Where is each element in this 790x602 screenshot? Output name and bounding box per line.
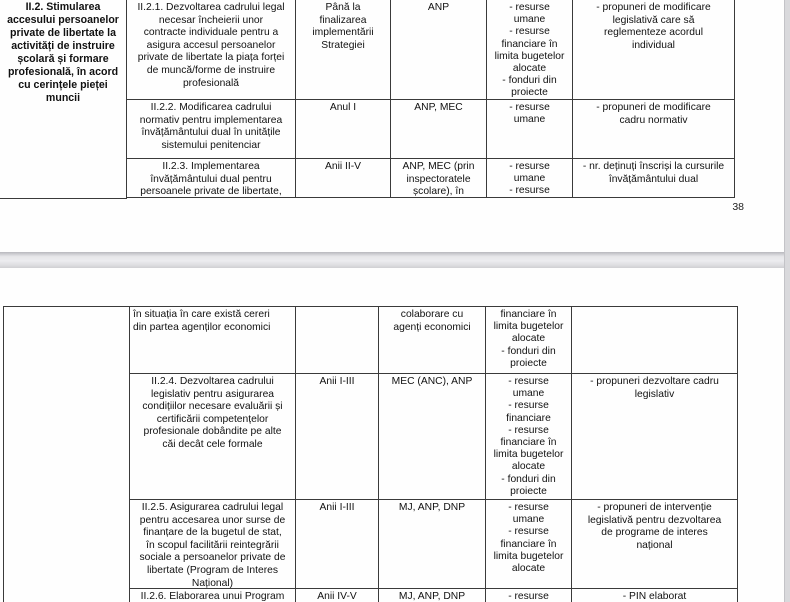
indicators-cell: - PIN elaborat <box>572 589 738 602</box>
term-cell: Anii I-III <box>296 500 379 589</box>
indicators-cell: - propuneri dezvoltare cadru legislativ <box>572 374 738 500</box>
indicators-cell: - propuneri de modificare legislativă ca… <box>573 0 735 100</box>
term-cell: Anii II-V <box>296 159 391 198</box>
responsible-cell: ANP, MEC (prin inspectoratele școlare), … <box>391 159 487 198</box>
resources-cell: - resurse umane - resurse <box>487 159 573 198</box>
measure-cell: II.2.3. Implementarea învățământului dua… <box>127 159 296 198</box>
resources-cell: - resurse umane <box>487 100 573 159</box>
indicators-cell <box>572 307 738 374</box>
measure-cell: II.2.6. Elaborarea unui Program <box>130 589 296 602</box>
responsible-cell: MJ, ANP, DNP <box>379 500 486 589</box>
objective-cell: II.2. Stimularea accesului persoanelor p… <box>0 0 127 199</box>
term-cell: Anii IV-V <box>296 589 379 602</box>
objective-cell-continued <box>3 306 130 602</box>
indicators-cell: - propuneri de modificare cadru normativ <box>573 100 735 159</box>
resources-cell: - resurse <box>486 589 572 602</box>
measure-cell: în situația în care există cereri din pa… <box>130 307 296 374</box>
resources-cell: - resurse umane - resurse financiare - r… <box>486 374 572 500</box>
resources-cell: financiare în limita bugetelor alocate -… <box>486 307 572 374</box>
table-row: II.2.6. Elaborarea unui Program Anii IV-V… <box>130 589 738 602</box>
responsible-cell: ANP <box>391 0 487 100</box>
table-row: II.2.2. Modificarea cadrului normativ pe… <box>127 100 735 159</box>
responsible-cell: MJ, ANP, DNP <box>379 589 486 602</box>
indicators-cell: - propuneri de intervenție legislativă p… <box>572 500 738 589</box>
term-cell: Până la finalizarea implementării Strate… <box>296 0 391 100</box>
measure-cell: II.2.5. Asigurarea cadrului legal pentru… <box>130 500 296 589</box>
table-row: II.2.4. Dezvoltarea cadrului legislativ … <box>130 374 738 500</box>
indicators-cell: - nr. deținuți înscriși la cursurile înv… <box>573 159 735 198</box>
table-row: II.2.1. Dezvoltarea cadrului legal neces… <box>127 0 735 100</box>
measure-cell: II.2.1. Dezvoltarea cadrului legal neces… <box>127 0 296 100</box>
responsible-cell: MEC (ANC), ANP <box>379 374 486 500</box>
document-page-38: II.2. Stimularea accesului persoanelor p… <box>0 0 784 252</box>
table-row: II.2.3. Implementarea învățământului dua… <box>127 159 735 198</box>
measure-cell: II.2.2. Modificarea cadrului normativ pe… <box>127 100 296 159</box>
page-separator <box>0 252 790 268</box>
measure-cell: II.2.4. Dezvoltarea cadrului legislativ … <box>130 374 296 500</box>
resources-cell: - resurse umane - resurse financiare în … <box>487 0 573 100</box>
term-cell: Anii I-III <box>296 374 379 500</box>
responsible-cell: colaborare cu agenți economici <box>379 307 486 374</box>
term-cell <box>296 307 379 374</box>
document-page-39: în situația în care există cereri din pa… <box>0 268 784 602</box>
measures-table-page-38: II.2.1. Dezvoltarea cadrului legal neces… <box>127 0 735 198</box>
measures-table-page-39: în situația în care există cereri din pa… <box>130 306 738 602</box>
page-number: 38 <box>732 201 744 213</box>
table-row: II.2.5. Asigurarea cadrului legal pentru… <box>130 500 738 589</box>
term-cell: Anul I <box>296 100 391 159</box>
resources-cell: - resurse umane - resurse financiare în … <box>486 500 572 589</box>
table-row: în situația în care există cereri din pa… <box>130 307 738 374</box>
responsible-cell: ANP, MEC <box>391 100 487 159</box>
scrollbar-gutter <box>784 0 790 602</box>
